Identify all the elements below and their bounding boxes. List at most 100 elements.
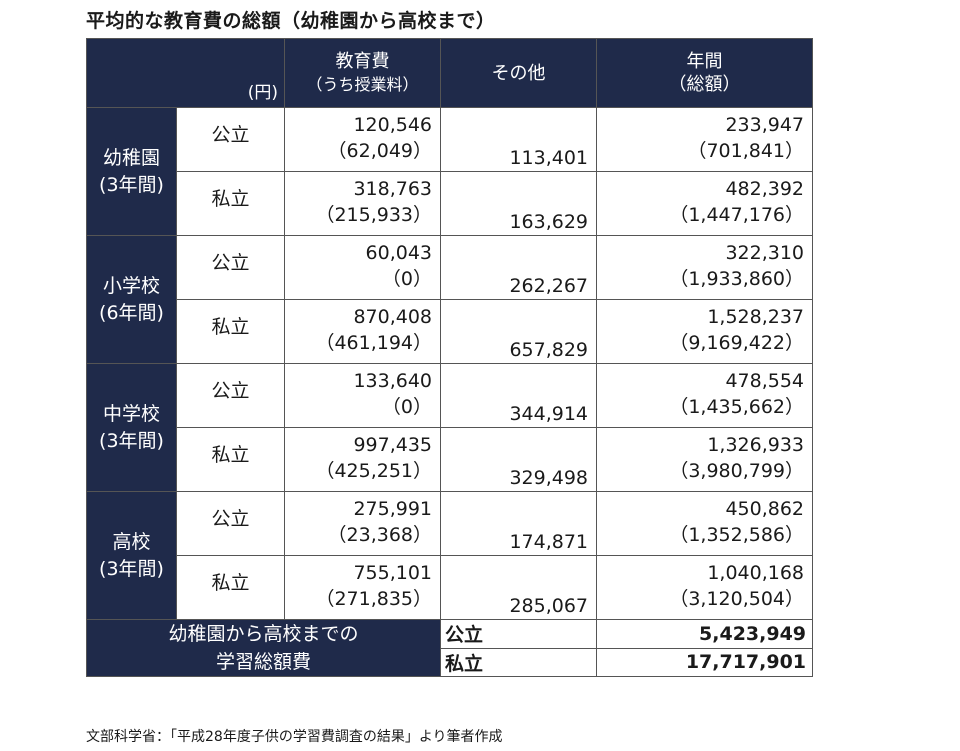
table-row: 幼稚園 (3年間) 公立 120,546 （62,049） 113,401 233,947 （… [86, 107, 814, 236]
total-value: （1,933,860） [669, 268, 805, 290]
total-value: （1,447,176） [669, 204, 805, 226]
total-value: （3,980,799） [669, 460, 805, 482]
other-cost-value: 262,267 [440, 235, 598, 300]
table-row: 私立 318,763 （215,933） 163,629 482,392 （1,447,1… [87, 171, 814, 236]
category-cell: 幼稚園 (3年間) [86, 107, 177, 236]
annual-value: 322,310 [725, 242, 805, 264]
category-cell: 高校 (3年間) [86, 491, 177, 620]
annual-value: 450,862 [725, 498, 805, 520]
education-cost-value: 997,435 [353, 434, 433, 456]
education-cost-cell: 997,435 （425,251） [284, 427, 442, 492]
school-type: 私立 [175, 555, 286, 620]
category-name: 幼稚園 [102, 146, 160, 169]
other-cost-value: 163,629 [440, 171, 598, 236]
tuition-value: （461,194） [315, 332, 433, 354]
category-period: (6年間) [99, 301, 164, 324]
header-annual: 年間 （総額） [596, 38, 814, 108]
header-annual-label: 年間 [686, 51, 723, 72]
other-cost-value: 285,067 [440, 555, 598, 620]
school-type: 公立 [175, 363, 286, 428]
total-value: （1,352,586） [669, 524, 805, 546]
category-period: (3年間) [99, 429, 164, 452]
category-cell: 小学校 (6年間) [86, 235, 177, 364]
education-cost-cell: 755,101 （271,835） [284, 555, 442, 620]
other-cost-value: 174,871 [440, 491, 598, 556]
education-cost-value: 60,043 [365, 242, 433, 264]
summary-label-line1: 幼稚園から高校までの [168, 623, 359, 645]
education-cost-value: 755,101 [353, 562, 433, 584]
school-type: 公立 [175, 491, 286, 556]
tuition-value: （62,049） [327, 140, 433, 162]
school-type: 私立 [175, 299, 286, 364]
annual-value: 1,326,933 [707, 434, 805, 456]
header-total-label: （総額） [668, 74, 741, 95]
table-row: 私立 870,408 （461,194） 657,829 1,528,237 （9,169… [87, 299, 814, 364]
other-cost-value: 113,401 [440, 107, 598, 172]
annual-value: 478,554 [725, 370, 805, 392]
summary-row-public: 幼稚園から高校までの 学習総額費 公立 5,423,949 [85, 619, 814, 677]
annual-cell: 1,326,933 （3,980,799） [596, 427, 814, 492]
school-type: 私立 [175, 427, 286, 492]
summary-label-line2: 学習総額費 [216, 651, 312, 673]
education-cost-cell: 870,408 （461,194） [284, 299, 442, 364]
school-type: 私立 [175, 171, 286, 236]
header-education-cost-label: 教育費 [335, 51, 390, 72]
summary-public-label: 公立 [440, 619, 598, 649]
summary-private-label: 私立 [440, 647, 598, 677]
header-row: (円) 教育費 （うち授業料） その他 年間 （総額） [85, 38, 814, 108]
total-value: （9,169,422） [669, 332, 805, 354]
header-other: その他 [440, 38, 598, 108]
annual-cell: 482,392 （1,447,176） [596, 171, 814, 236]
summary-label: 幼稚園から高校までの 学習総額費 [85, 619, 442, 677]
tuition-value: （0） [381, 268, 433, 290]
category-name: 小学校 [102, 274, 160, 297]
page-title: 平均的な教育費の総額（幼稚園から高校まで） [86, 10, 496, 32]
annual-cell: 322,310 （1,933,860） [596, 235, 814, 300]
category-cell: 中学校 (3年間) [86, 363, 177, 492]
category-name: 中学校 [102, 402, 160, 425]
table-row: 私立 755,101 （271,835） 285,067 1,040,168 （3,120… [87, 555, 814, 620]
tuition-value: （0） [381, 396, 433, 418]
education-cost-value: 133,640 [353, 370, 433, 392]
summary-private-value: 17,717,901 [596, 647, 814, 677]
header-education-cost: 教育費 （うち授業料） [284, 38, 442, 108]
total-value: （1,435,662） [669, 396, 805, 418]
table-row: 小学校 (6年間) 公立 60,043 （0） 262,267 322,310 （1,933,… [86, 235, 814, 364]
tuition-value: （23,368） [327, 524, 433, 546]
category-name: 高校 [112, 530, 151, 553]
total-value: （3,120,504） [669, 588, 805, 610]
other-cost-value: 329,498 [440, 427, 598, 492]
education-cost-cell: 275,991 （23,368） [284, 491, 442, 556]
summary-row-private: 私立 17,717,901 [87, 647, 814, 677]
other-cost-value: 344,914 [440, 363, 598, 428]
annual-value: 1,528,237 [707, 306, 805, 328]
education-cost-value: 120,546 [353, 114, 433, 136]
annual-cell: 1,528,237 （9,169,422） [596, 299, 814, 364]
other-cost-value: 657,829 [440, 299, 598, 364]
summary-public-value: 5,423,949 [596, 619, 814, 649]
education-cost-cell: 60,043 （0） [284, 235, 442, 300]
annual-cell: 478,554 （1,435,662） [596, 363, 814, 428]
unit-label: (円) [85, 38, 286, 108]
annual-value: 482,392 [725, 178, 805, 200]
source-note: 文部科学省：「平成28年度子供の学習費調査の結果」より筆者作成 [86, 729, 503, 745]
tuition-value: （215,933） [315, 204, 433, 226]
annual-cell: 233,947 （701,841） [596, 107, 814, 172]
tuition-value: （271,835） [315, 588, 433, 610]
annual-value: 1,040,168 [707, 562, 805, 584]
school-type: 公立 [175, 107, 286, 172]
education-cost-table: (円) 教育費 （うち授業料） その他 年間 （総額） 幼稚園 (3年間) 公立 12… [85, 38, 814, 677]
total-value: （701,841） [687, 140, 805, 162]
school-type: 公立 [175, 235, 286, 300]
annual-value: 233,947 [725, 114, 805, 136]
category-period: (3年間) [99, 173, 164, 196]
education-cost-cell: 318,763 （215,933） [284, 171, 442, 236]
annual-cell: 450,862 （1,352,586） [596, 491, 814, 556]
table-row: 中学校 (3年間) 公立 133,640 （0） 344,914 478,554 （1,435… [86, 363, 814, 492]
education-cost-cell: 120,546 （62,049） [284, 107, 442, 172]
education-cost-cell: 133,640 （0） [284, 363, 442, 428]
header-tuition-label: （うち授業料） [306, 75, 419, 94]
table-row: 私立 997,435 （425,251） 329,498 1,326,933 （3,980… [87, 427, 814, 492]
table-row: 高校 (3年間) 公立 275,991 （23,368） 174,871 450,862 （1… [86, 491, 814, 620]
category-period: (3年間) [99, 557, 164, 580]
